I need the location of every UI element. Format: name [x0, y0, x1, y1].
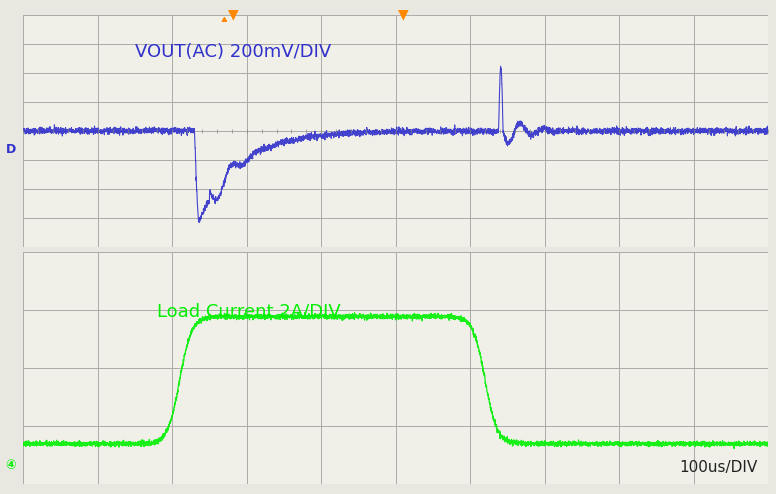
Text: Load Current 2A/DIV: Load Current 2A/DIV [158, 303, 341, 321]
Text: ④: ④ [5, 459, 16, 472]
Text: ▼: ▼ [227, 7, 238, 21]
Text: ▼: ▼ [398, 7, 409, 21]
Text: VOUT(AC) 200mV/DIV: VOUT(AC) 200mV/DIV [135, 42, 331, 61]
Text: D: D [5, 143, 16, 156]
Text: 100us/DIV: 100us/DIV [679, 460, 757, 475]
